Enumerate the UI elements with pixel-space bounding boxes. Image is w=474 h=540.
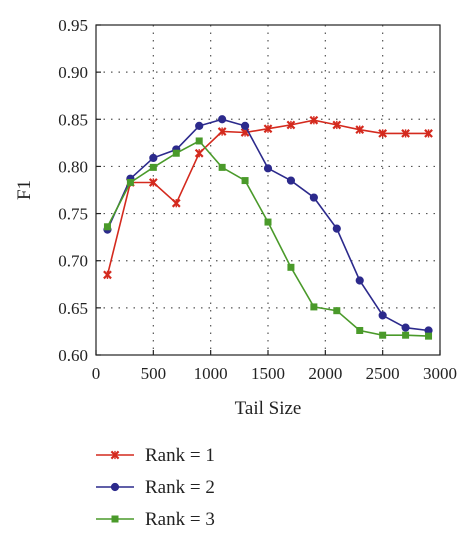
data-point [194, 148, 204, 158]
legend-item-rank-3: Rank = 3 [96, 509, 215, 530]
x-tick-label: 1000 [194, 364, 228, 383]
data-point [332, 224, 341, 233]
data-point [103, 270, 112, 280]
y-tick-label: 0.95 [58, 16, 88, 35]
legend-marker [110, 450, 120, 460]
data-point [401, 323, 410, 332]
data-point [378, 311, 387, 320]
x-axis-title: Tail Size [235, 398, 302, 419]
data-point [218, 163, 226, 171]
data-point [286, 120, 296, 130]
x-tick-label: 0 [92, 364, 101, 383]
data-point [378, 129, 388, 138]
data-point [172, 149, 180, 157]
data-point [263, 164, 273, 173]
data-point [309, 193, 318, 202]
data-point [241, 177, 249, 185]
data-point [171, 198, 181, 208]
data-point [287, 263, 295, 271]
data-point [263, 124, 273, 134]
legend-marker [110, 482, 120, 492]
y-tick-label: 0.70 [58, 252, 88, 271]
legend-label: Rank = 3 [145, 509, 215, 530]
y-tick-label: 0.65 [58, 299, 88, 318]
y-tick-label: 0.80 [58, 157, 88, 176]
data-point [264, 218, 272, 226]
legend-label: Rank = 1 [145, 445, 215, 466]
data-point [286, 176, 296, 185]
grid-lines [96, 25, 440, 355]
series-rank-3 [103, 137, 433, 340]
x-tick-label: 2500 [366, 364, 400, 383]
y-tick-label: 0.90 [58, 63, 88, 82]
y-tick-label: 0.75 [58, 205, 88, 224]
tick-labels: 0 500 1000 1500 2000 2500 3000 0.60 0.65 0.70 0.75… [58, 16, 457, 383]
data-point [379, 331, 387, 339]
data-point [356, 326, 364, 334]
data-point [424, 129, 433, 138]
data-point [355, 276, 364, 285]
data-point [149, 153, 158, 163]
axes [95, 24, 441, 356]
data-point [148, 178, 158, 187]
legend: Rank = 1 Rank = 2 Rank = 3 [96, 445, 215, 530]
data-point [401, 129, 410, 138]
data-point [195, 137, 203, 145]
data-point [310, 303, 318, 311]
data-point [126, 178, 134, 186]
data-point [309, 115, 319, 125]
y-tick-label: 0.85 [58, 110, 88, 129]
legend-item-rank-2: Rank = 2 [96, 477, 215, 498]
data-point [149, 163, 157, 171]
data-point [355, 125, 365, 135]
legend-marker [111, 515, 119, 523]
data-point [195, 121, 204, 130]
data-point [217, 127, 227, 136]
series-layer [103, 115, 433, 340]
y-axis-title: F1 [14, 180, 35, 200]
x-tick-label: 2000 [308, 364, 342, 383]
data-point [218, 115, 227, 124]
data-point [402, 331, 410, 339]
data-point [425, 332, 433, 340]
legend-label: Rank = 2 [145, 477, 215, 498]
data-point [333, 307, 341, 315]
x-tick-label: 1500 [251, 364, 285, 383]
data-point [332, 120, 342, 130]
x-tick-label: 500 [141, 364, 167, 383]
data-point [240, 121, 250, 130]
series-rank-2 [103, 115, 433, 335]
data-point [103, 223, 111, 231]
legend-item-rank-1: Rank = 1 [96, 445, 215, 466]
x-tick-label: 3000 [423, 364, 457, 383]
y-tick-label: 0.60 [58, 346, 88, 365]
